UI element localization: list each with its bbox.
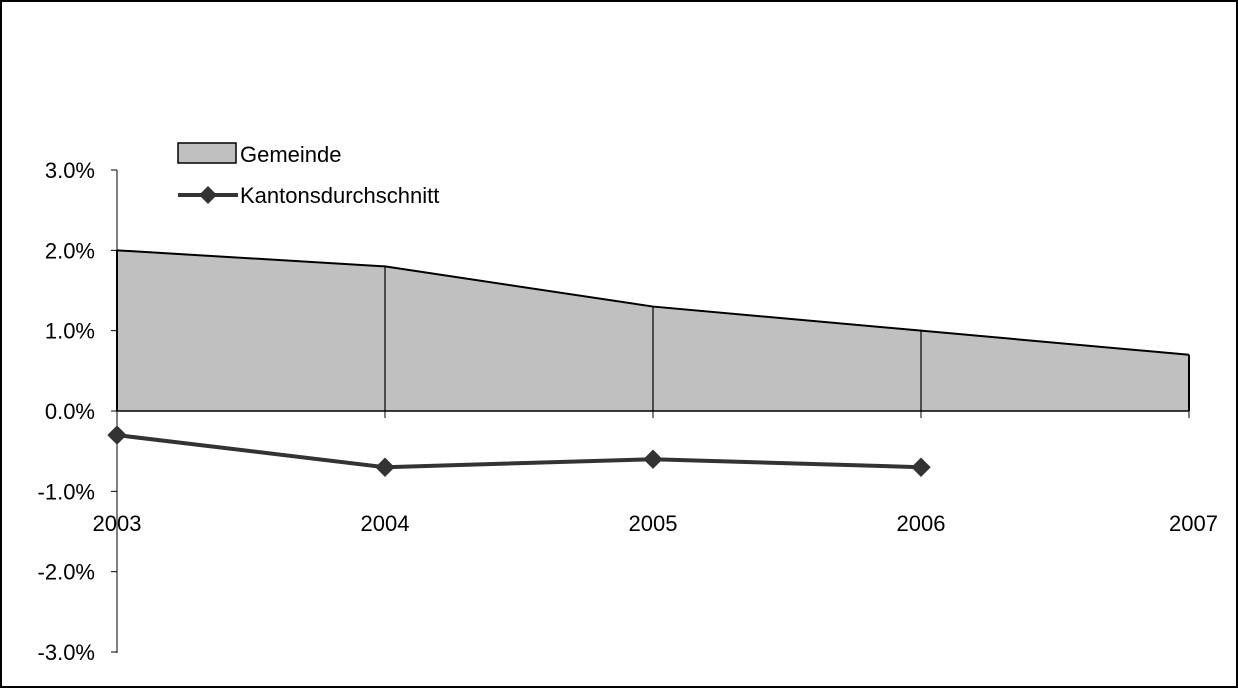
diamond-marker-2004: [375, 457, 395, 477]
x-tick-label-2006: 2006: [897, 511, 946, 536]
x-tick-label-2003: 2003: [93, 511, 142, 536]
legend-label-gemeinde: Gemeinde: [240, 142, 342, 167]
line-kantonsdurchschnitt: [116, 433, 922, 470]
diamond-marker-2006: [911, 457, 931, 477]
y-tick-label: -1.0%: [38, 479, 95, 504]
legend-label-kantonsdurchschnitt: Kantonsdurchschnitt: [240, 183, 439, 208]
y-tick-label: -2.0%: [38, 560, 95, 585]
y-tick-label: 0.0%: [45, 399, 95, 424]
x-tick-label-2004: 2004: [361, 511, 410, 536]
area-series-layer: [116, 249, 1190, 411]
diamond-marker-2003: [107, 425, 127, 445]
legend-swatch-gemeinde: [177, 142, 237, 164]
y-tick-label: 3.0%: [45, 158, 95, 183]
y-tick-label: 1.0%: [45, 319, 95, 344]
legend-marker-kantonsdurchschnitt: [199, 186, 217, 204]
x-tick-label-2005: 2005: [629, 511, 678, 536]
y-tick-label: 2.0%: [45, 238, 95, 263]
diamond-marker-2005: [643, 449, 663, 469]
line-series-layer: [107, 425, 931, 477]
x-tick-label-2007: 2007: [1169, 511, 1218, 536]
axes-layer: 3.0% 2.0% 1.0% 0.0% -1.0% -2.0% -3.0% 2003 2004 2…: [38, 158, 1218, 665]
y-tick-label: -3.0%: [38, 640, 95, 665]
legend: Gemeinde Kantonsdurchschnitt: [177, 142, 439, 208]
